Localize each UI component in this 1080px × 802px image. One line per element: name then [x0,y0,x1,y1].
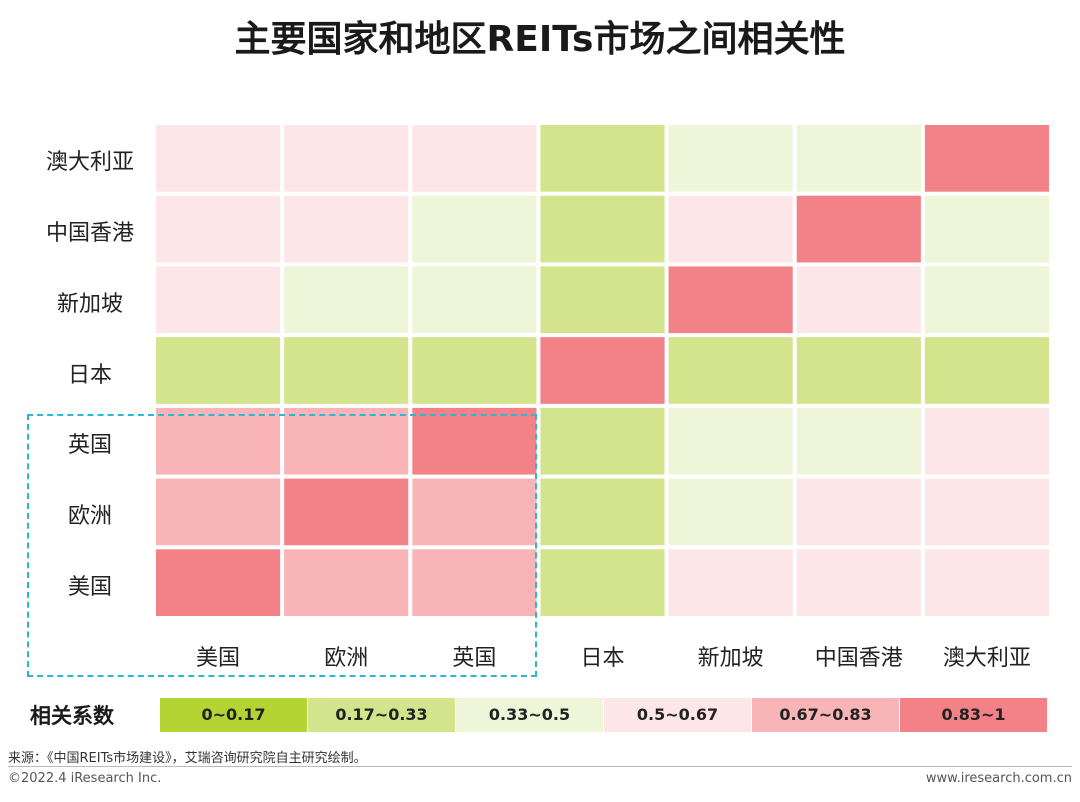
heatmap-cell [540,195,665,263]
heatmap-cell [156,195,281,263]
legend-item: 0.5~0.67 [604,698,751,732]
heatmap-cell [412,125,537,192]
row-label: 日本 [67,362,112,388]
copyright: ©2022.4 iResearch Inc. [8,771,162,786]
legend-item: 0~0.17 [160,698,307,732]
column-label: 澳大利亚 [942,646,1031,671]
heatmap-cell [924,266,1049,334]
column-label: 欧洲 [324,646,369,671]
heatmap-cell [668,478,793,546]
heatmap-cell [796,407,921,475]
heatmap-cell [796,266,921,334]
row-label: 中国香港 [45,221,134,247]
heatmap-cell [284,195,409,263]
row-label: 新加坡 [56,291,123,317]
heatmap-cell [156,337,281,404]
heatmap-cell [284,125,409,192]
heatmap-cell [924,549,1049,616]
column-label: 英国 [452,646,497,671]
column-label: 新加坡 [697,646,764,671]
source-note: 来源：《中国REITs市场建设》，艾瑞咨询研究院自主研究绘制。 [8,751,367,766]
chart-title: 主要国家和地区REITs市场之间相关性 [234,19,846,60]
heatmap-cell [412,407,537,475]
heatmap-cell [412,195,537,263]
heatmap-cell [284,549,409,616]
heatmap-cell [924,337,1049,404]
heatmap-cell [156,125,281,192]
heatmap-cell [796,125,921,192]
legend-item: 0.67~0.83 [752,698,899,732]
legend-item: 0.33~0.5 [456,698,603,732]
footer-divider [8,766,1072,767]
heatmap-cell [540,549,665,616]
row-label: 美国 [67,574,112,600]
legend-item: 0.83~1 [900,698,1047,732]
heatmap-cell [924,125,1049,192]
heatmap-cell [668,337,793,404]
heatmap-cell [284,337,409,404]
heatmap-cell [540,266,665,334]
heatmap-cell [540,337,665,404]
heatmap-cell [156,266,281,334]
row-label: 欧洲 [67,503,112,529]
heatmap-cell [668,125,793,192]
heatmap-cell [284,407,409,475]
column-label: 日本 [580,646,625,671]
row-label: 英国 [67,433,112,459]
heatmap-cell [412,478,537,546]
column-label: 中国香港 [814,646,903,671]
heatmap-cell [540,478,665,546]
heatmap-cell [540,407,665,475]
heatmap-cell [412,549,537,616]
heatmap-cell [796,549,921,616]
column-label: 美国 [196,646,241,671]
highlight-box [27,414,537,677]
heatmap-cell [668,195,793,263]
heatmap-cell [156,549,281,616]
heatmap-cell [668,266,793,334]
heatmap-cell [796,195,921,263]
heatmap-cell [156,407,281,475]
heatmap-cell [924,195,1049,263]
row-label: 澳大利亚 [45,150,134,176]
website-url[interactable]: www.iresearch.com.cn [925,771,1072,786]
heatmap-cell [540,125,665,192]
heatmap-cell [156,478,281,546]
heatmap-cell [284,478,409,546]
legend-item: 0.17~0.33 [308,698,455,732]
heatmap-cell [796,337,921,404]
heatmap-cell [668,549,793,616]
heatmap-cell [924,407,1049,475]
heatmap-cell [412,337,537,404]
heatmap-cell [412,266,537,334]
heatmap-cell [668,407,793,475]
heatmap-cell [924,478,1049,546]
heatmap-grid [156,125,1049,616]
legend-title: 相关系数 [30,704,114,728]
heatmap-cell [796,478,921,546]
heatmap-cell [284,266,409,334]
